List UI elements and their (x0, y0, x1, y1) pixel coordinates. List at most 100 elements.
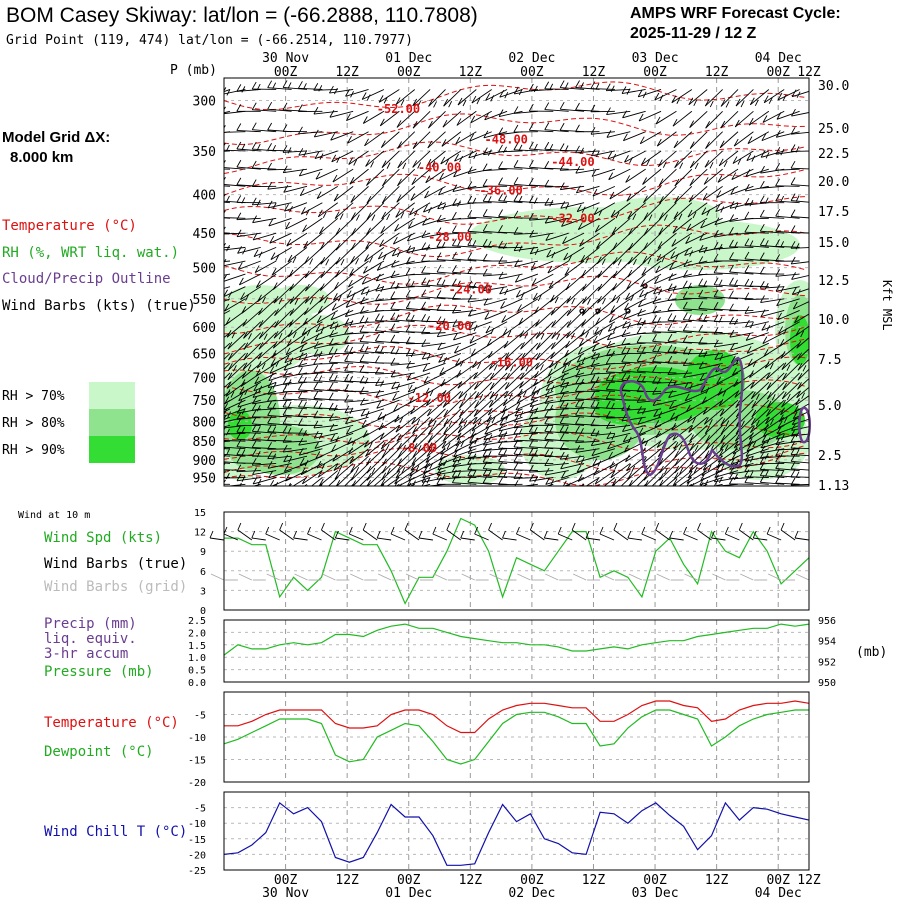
wind-barb (421, 475, 446, 484)
wind-barb (381, 150, 400, 169)
wind-barb (780, 342, 800, 359)
wind-barb (443, 89, 462, 108)
wind-barb (283, 185, 308, 193)
wind-barb (366, 168, 385, 186)
wind-barb (759, 266, 785, 275)
wind-barb (674, 186, 693, 204)
wind-barb (590, 366, 615, 375)
wind-barb (636, 395, 662, 403)
wind-barb (375, 389, 400, 398)
wind-barb (790, 160, 809, 170)
surface-wind-barb (488, 522, 503, 541)
pressure-right-tick: 952 (818, 657, 836, 668)
wind-barb (637, 416, 662, 425)
wind-barb (376, 399, 400, 409)
wind-barb (335, 247, 354, 266)
wind-barb (621, 346, 646, 355)
wind-barb (751, 391, 770, 409)
wind-barb (682, 301, 708, 311)
surface-wind-barb (460, 530, 475, 541)
wind-barb (744, 306, 769, 314)
wind-barb (346, 432, 369, 446)
wind-barb (313, 391, 338, 401)
wind-barb (224, 470, 246, 480)
wind-barb (513, 227, 538, 235)
wind-barb (301, 321, 323, 336)
wind-barb (471, 89, 492, 105)
wind-barb (566, 298, 585, 317)
wind-barb (498, 423, 523, 432)
wind-barb (351, 202, 369, 221)
wind-barb (546, 246, 569, 259)
wind-barb (438, 185, 462, 196)
bottom-hour-label: 00Z (397, 873, 421, 888)
wind-barb (251, 458, 277, 466)
wind-barb (305, 273, 323, 292)
wind-barb (483, 298, 508, 306)
wind-barb (730, 342, 754, 351)
wind-barb (775, 208, 800, 219)
wind-barb (535, 332, 554, 350)
wind-barb (252, 390, 277, 398)
wind-barb (682, 291, 708, 300)
wind-barb (513, 160, 538, 170)
bottom-date-label: 04 Dec (755, 886, 802, 900)
wind-barb (637, 308, 662, 317)
wind-barb (320, 260, 339, 279)
wind-barb (544, 81, 569, 90)
bottom-hour-label: 00Z (520, 873, 544, 888)
wind-barb (251, 160, 277, 170)
wind-barb (581, 260, 600, 278)
wind-barb (320, 247, 339, 266)
wind-barb (267, 181, 292, 190)
wind-barb (703, 168, 723, 185)
wind-barb (411, 408, 431, 426)
wind-barb (720, 425, 739, 443)
wind-barb (655, 110, 677, 125)
wind-barb (729, 316, 754, 326)
wind-barb (674, 440, 693, 459)
wind-barb (528, 456, 554, 464)
wind-barb (359, 364, 384, 374)
legend-rh70-label: RH > 70% (2, 389, 65, 404)
wind-barb (795, 325, 809, 338)
wind-barb (668, 390, 692, 398)
wind-barb (267, 442, 292, 450)
wind-barb (390, 334, 415, 344)
wind-barb (347, 131, 369, 144)
precip-panel-frame (223, 619, 810, 683)
wind-barb (350, 463, 369, 481)
dewpoint-legend: Dewpoint (°C) (44, 744, 154, 760)
wind-barb (498, 225, 523, 234)
wind-barb (390, 280, 415, 290)
wind-barb (718, 391, 739, 407)
pressure-tick-label: 950 (193, 472, 216, 487)
wind-barb (672, 470, 693, 486)
wind-barb (791, 287, 809, 296)
panel-tick-label: 1.0 (188, 653, 206, 664)
wind-barb (611, 286, 631, 304)
wind-barb (528, 141, 554, 152)
wind-barb (328, 372, 354, 383)
wind-barb (252, 215, 277, 224)
wind-barb (344, 363, 369, 374)
wind-barb (366, 483, 369, 486)
wind-barb (559, 451, 585, 461)
wind-barb (652, 324, 677, 334)
wind-barb (472, 408, 492, 426)
wind-barb (684, 246, 708, 257)
surface-wind-barb (321, 522, 336, 541)
height-tick-label: 20.0 (818, 175, 849, 190)
wind-barb (594, 470, 616, 485)
wind-barb (560, 372, 585, 381)
wind-barb (286, 332, 308, 347)
cloud-outline-path (798, 406, 811, 444)
wind-barb (298, 168, 323, 177)
wind-barb (544, 102, 569, 112)
wind-barb (484, 424, 508, 435)
panel-tick-label: 12 (194, 528, 206, 539)
wind-barb (621, 354, 646, 364)
wind-barb (513, 106, 538, 114)
wind-barb (257, 342, 277, 360)
